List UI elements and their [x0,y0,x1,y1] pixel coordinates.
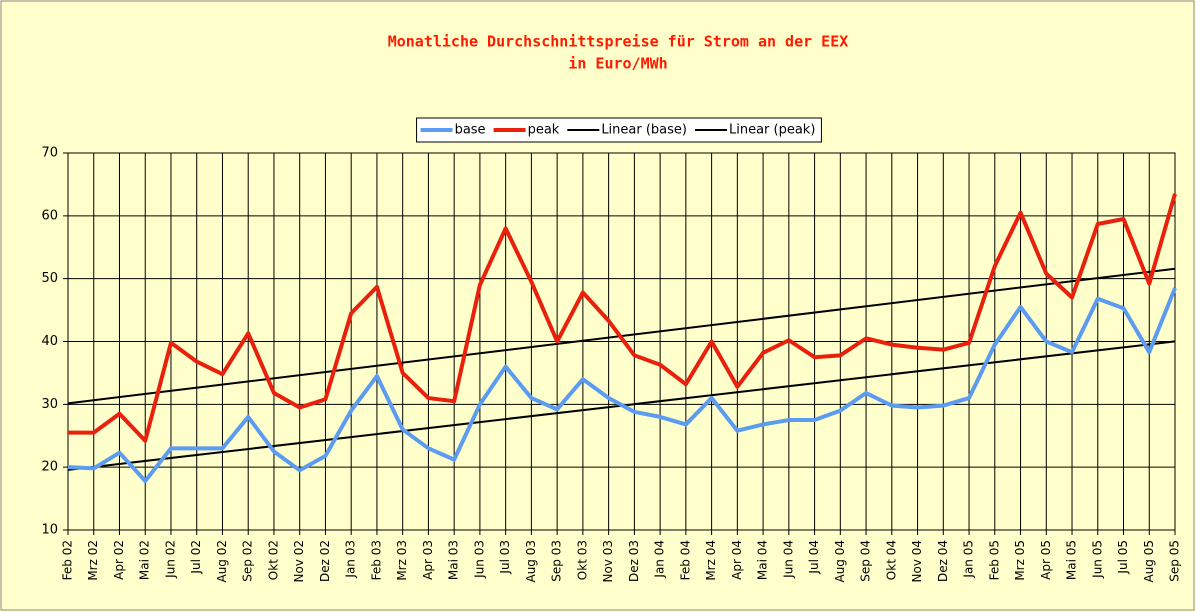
x-tick-label: Apr 02 [112,540,126,580]
y-tick-label: 70 [41,146,58,161]
x-tick-label: Mrz 03 [395,540,409,581]
x-tick-label: Feb 05 [987,540,1001,580]
x-tick-label: Feb 02 [61,540,75,580]
x-tick-label: Okt 03 [575,540,589,580]
x-tick-label: Nov 02 [292,540,306,583]
x-tick-label: Dez 02 [318,540,332,582]
legend-box [416,117,822,143]
y-tick-label: 30 [41,397,58,412]
x-tick-label: Nov 03 [601,540,615,583]
x-tick-label: Jun 03 [472,540,486,579]
series-line [67,287,1177,483]
x-tick-label: Aug 03 [524,540,538,583]
x-tick-label: Jan 03 [344,540,358,579]
x-tick-label: Mai 03 [447,540,461,580]
y-tick-label: 40 [41,334,58,349]
y-tick-label: 60 [41,208,58,223]
x-tick-label: Jun 04 [781,540,795,579]
x-tick-label: Feb 03 [369,540,383,580]
x-tick-label: Sep 04 [859,540,873,582]
x-tick-label: Dez 03 [627,540,641,582]
legend-label: Linear (peak) [729,123,815,138]
x-tick-label: Okt 02 [266,540,280,580]
x-tick-label: Aug 02 [215,540,229,583]
x-tick-label: Jul 02 [189,540,203,575]
x-tick-label: Mrz 05 [1013,540,1027,581]
x-tick-label: Okt 04 [884,540,898,580]
x-tick-label: Sep 03 [550,540,564,582]
chart-title: Monatliche Durchschnittspreise für Strom… [388,33,849,51]
chart-subtitle: in Euro/MWh [568,55,667,73]
x-tick-label: Feb 04 [678,540,692,580]
x-tick-label: Jan 05 [962,540,976,579]
x-tick-label: Mai 02 [138,540,152,580]
legend-label: peak [528,123,560,138]
y-tick-label: 20 [41,460,58,475]
series-line [68,193,1177,443]
x-tick-label: Jun 05 [1090,540,1104,579]
legend-label: Linear (base) [601,123,687,138]
x-tick-label: Mrz 04 [704,540,718,581]
y-tick-label: 50 [41,271,58,286]
x-tick-label: Apr 04 [730,540,744,580]
x-tick-label: Aug 05 [1142,540,1156,583]
x-tick-label: Nov 04 [910,540,924,583]
y-tick-label: 10 [41,523,58,538]
x-tick-label: Jul 05 [1116,540,1130,575]
x-tick-label: Aug 04 [833,540,847,583]
x-tick-label: Apr 05 [1039,540,1053,580]
x-tick-label: Mai 05 [1065,540,1079,580]
x-tick-label: Dez 04 [936,540,950,582]
x-tick-label: Apr 03 [421,540,435,580]
x-tick-label: Mrz 02 [86,540,100,581]
x-tick-label: Mai 04 [756,540,770,580]
x-tick-label: Sep 05 [1168,540,1182,582]
legend-label: base [455,123,486,138]
x-tick-label: Jul 03 [498,540,512,575]
x-tick-label: Jul 04 [807,540,821,575]
x-tick-label: Jun 02 [163,540,177,579]
x-tick-label: Sep 02 [241,540,255,582]
x-tick-label: Jan 04 [653,540,667,579]
